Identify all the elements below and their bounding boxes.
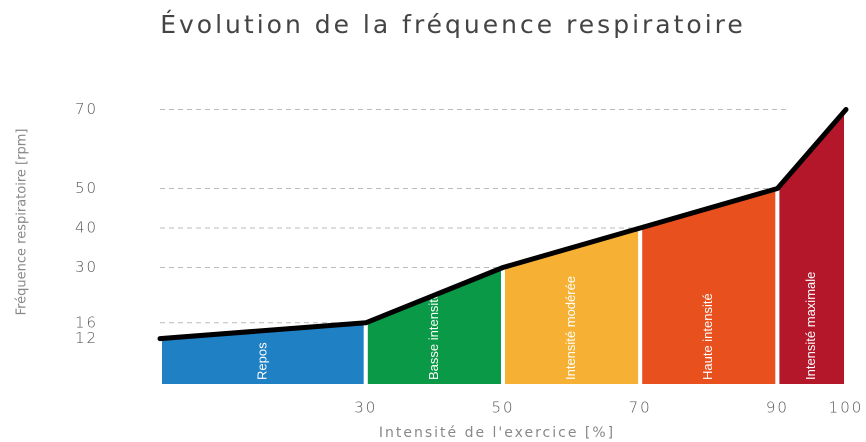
x-tick-label: 70 <box>629 399 652 417</box>
y-tick-label: 16 <box>75 313 98 331</box>
zone-label: Intensité modérée <box>563 276 578 380</box>
y-tick-label: 50 <box>75 179 98 197</box>
y-tick-label: 12 <box>75 329 98 347</box>
y-tick-label: 30 <box>75 258 98 276</box>
x-axis-label: Intensité de l'exercice [%] <box>379 425 615 441</box>
x-tick-label: 30 <box>354 399 377 417</box>
y-axis-label: Fréquence respiratoire [rpm] <box>15 129 30 316</box>
x-tick-label: 100 <box>829 399 864 417</box>
zone-label: Intensité maximale <box>803 272 818 380</box>
y-tick-label: 40 <box>75 219 98 237</box>
zone-label: Haute intensité <box>700 293 715 380</box>
zone-label: Repos <box>254 342 269 380</box>
chart-title: Évolution de la fréquence respiratoire <box>160 10 746 39</box>
y-tick-label: 70 <box>75 100 98 118</box>
line <box>157 107 849 342</box>
x-tick-label: 90 <box>766 399 789 417</box>
x-tick-label: 50 <box>491 399 514 417</box>
zone-label: Basse intensité <box>426 292 441 380</box>
